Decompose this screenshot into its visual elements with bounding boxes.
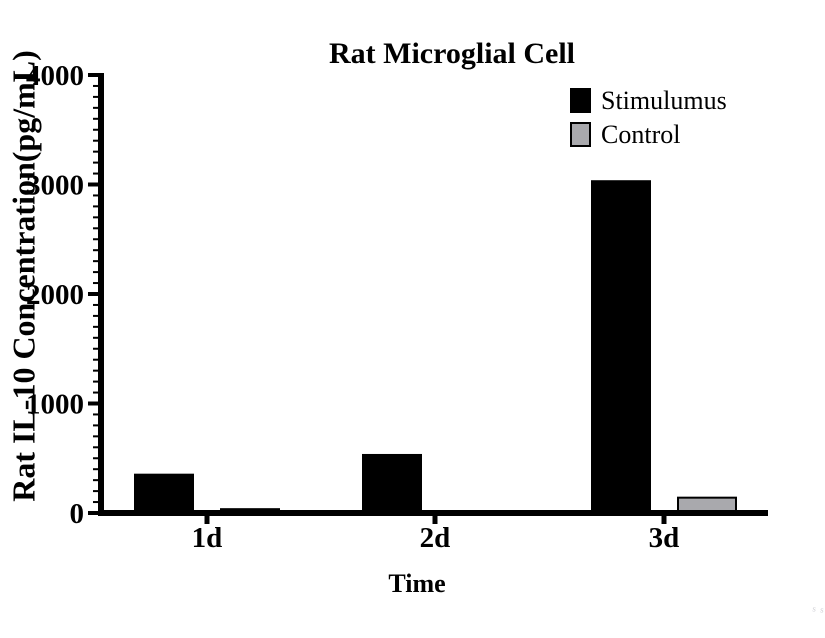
y-major-tick [88, 292, 98, 296]
x-tick-label: 1d [192, 522, 223, 554]
y-minor-tick [93, 391, 98, 394]
y-minor-tick [93, 303, 98, 306]
y-minor-tick [93, 424, 98, 427]
y-tick-label: 1000 [26, 388, 84, 420]
y-tick-label: 4000 [26, 60, 84, 92]
y-minor-tick [93, 161, 98, 164]
control-swatch-icon [570, 122, 591, 147]
y-minor-tick [93, 314, 98, 317]
y-minor-tick [93, 446, 98, 449]
x-tick-label: 2d [420, 522, 451, 554]
y-minor-tick [93, 172, 98, 175]
y-minor-tick [93, 380, 98, 383]
y-minor-tick [93, 271, 98, 274]
y-minor-tick [93, 358, 98, 361]
legend-label-control: Control [601, 120, 681, 149]
bar-stimulumus-1d [134, 473, 194, 514]
y-minor-tick [93, 249, 98, 252]
y-minor-tick [93, 479, 98, 482]
y-minor-tick [93, 260, 98, 263]
y-minor-tick [93, 468, 98, 471]
y-minor-tick [93, 413, 98, 416]
y-minor-tick [93, 227, 98, 230]
y-minor-tick [93, 336, 98, 339]
y-minor-tick [93, 95, 98, 98]
y-tick-label: 2000 [26, 279, 84, 311]
y-minor-tick [93, 347, 98, 350]
x-tick [204, 516, 210, 524]
legend-item-stimulumus: Stimulumus [570, 86, 727, 115]
y-minor-tick [93, 150, 98, 153]
x-tick [661, 516, 667, 524]
y-minor-tick [93, 501, 98, 504]
y-minor-tick [93, 205, 98, 208]
bar-stimulumus-3d [591, 180, 651, 514]
y-minor-tick [93, 457, 98, 460]
y-minor-tick [93, 194, 98, 197]
y-tick-label: 0 [70, 498, 85, 530]
y-minor-tick [93, 369, 98, 372]
y-minor-tick [93, 117, 98, 120]
y-minor-tick [93, 435, 98, 438]
y-tick-label: 3000 [26, 169, 84, 201]
y-minor-tick [93, 84, 98, 87]
y-major-tick [88, 511, 98, 515]
y-major-tick [88, 73, 98, 77]
bar-stimulumus-2d [362, 453, 422, 514]
stimulumus-swatch-icon [570, 88, 591, 113]
y-major-tick [88, 182, 98, 187]
y-minor-tick [93, 238, 98, 241]
y-minor-tick [93, 282, 98, 285]
y-minor-tick [93, 106, 98, 109]
legend-label-stimulumus: Stimulumus [601, 86, 727, 115]
y-minor-tick [93, 325, 98, 328]
legend-item-control: Control [570, 120, 727, 149]
x-tick-label: 3d [649, 522, 680, 554]
x-axis-line [98, 510, 768, 516]
y-minor-tick [93, 139, 98, 142]
legend: Stimulumus Control [570, 86, 727, 149]
x-axis-title: Time [388, 569, 446, 598]
y-axis-line [98, 73, 104, 516]
y-minor-tick [93, 128, 98, 131]
y-minor-tick [93, 216, 98, 219]
y-major-tick [88, 401, 98, 406]
y-minor-tick [93, 490, 98, 493]
chart-title: Rat Microglial Cell [328, 37, 576, 70]
x-tick [432, 516, 438, 524]
